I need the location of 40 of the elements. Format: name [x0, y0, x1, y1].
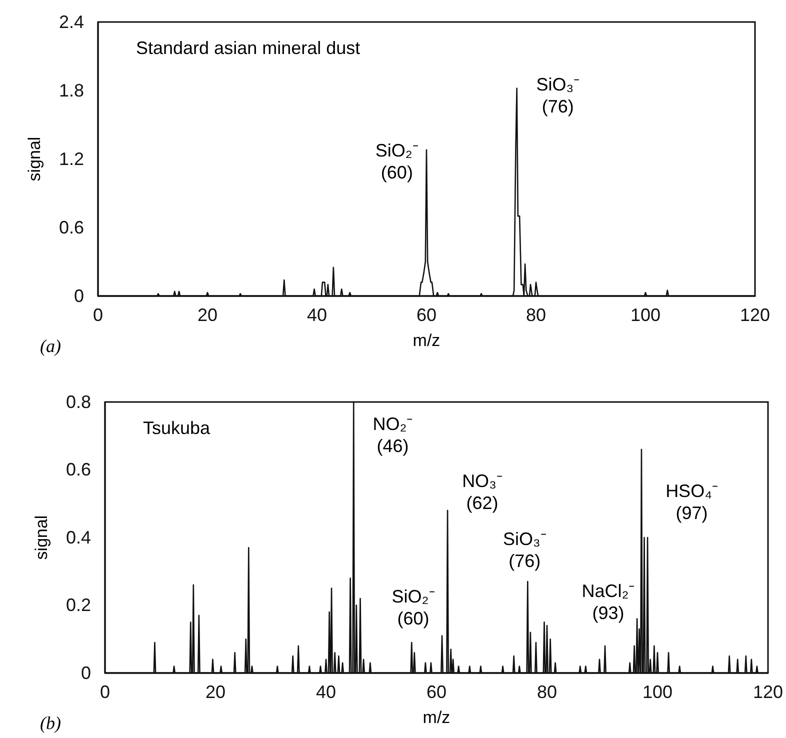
y-tick-label: 0.8	[66, 392, 91, 412]
y-tick-label: 0.2	[66, 595, 91, 616]
x-tick-label: 0	[100, 682, 110, 702]
y-tick-label: 1.8	[58, 80, 84, 100]
annotation: SiO₃⁻ (76)	[503, 529, 546, 572]
x-tick-label: 100	[642, 682, 673, 702]
annotation: NO₃⁻ (62)	[462, 471, 502, 514]
y-tick-label: 2.4	[58, 12, 84, 32]
x-tick-label: 20	[197, 304, 218, 325]
text: (b)	[40, 713, 61, 733]
y-tick-label: 0.6	[58, 217, 84, 238]
x-tick-label: 60	[416, 304, 437, 325]
annotation: NO₂⁻ (46)	[372, 414, 413, 456]
text: (a)	[40, 336, 61, 356]
y-axis-title: signal	[25, 136, 44, 182]
annotation: Standard asian mineral dust	[136, 38, 360, 58]
annotation: Tsukuba	[143, 418, 212, 438]
y-tick-label: 0	[80, 662, 91, 683]
y-tick-label: 1.2	[58, 148, 84, 169]
x-tick-label: 100	[630, 304, 661, 325]
x-tick-label: 0	[92, 304, 104, 325]
x-tick-label: 120	[752, 682, 784, 702]
annotation: SiO₂⁻ (60)	[392, 586, 435, 629]
annotation: SiO₃⁻ (76)	[536, 74, 580, 116]
x-axis-title: m/z	[422, 708, 450, 727]
annotation: SiO₂⁻ (60)	[375, 140, 418, 182]
x-tick-label: 120	[740, 304, 770, 325]
x-tick-label: 20	[205, 682, 226, 702]
y-tick-label: 0	[74, 286, 84, 306]
x-tick-label: 40	[306, 304, 328, 325]
y-axis-title: signal	[32, 515, 51, 560]
x-tick-label: 80	[536, 682, 558, 702]
x-tick-label: 60	[426, 682, 447, 702]
x-tick-label: 40	[316, 682, 336, 702]
annotation: HSO₄⁻ (97)	[666, 480, 718, 523]
x-tick-label: 80	[526, 304, 546, 325]
y-tick-label: 0.6	[66, 460, 91, 480]
x-axis-title: m/z	[412, 331, 440, 350]
y-tick-label: 0.4	[66, 527, 91, 548]
annotation: NaCl₂⁻ (93)	[582, 581, 635, 624]
